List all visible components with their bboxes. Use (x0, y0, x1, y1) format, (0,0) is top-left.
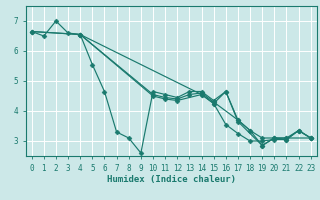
X-axis label: Humidex (Indice chaleur): Humidex (Indice chaleur) (107, 175, 236, 184)
